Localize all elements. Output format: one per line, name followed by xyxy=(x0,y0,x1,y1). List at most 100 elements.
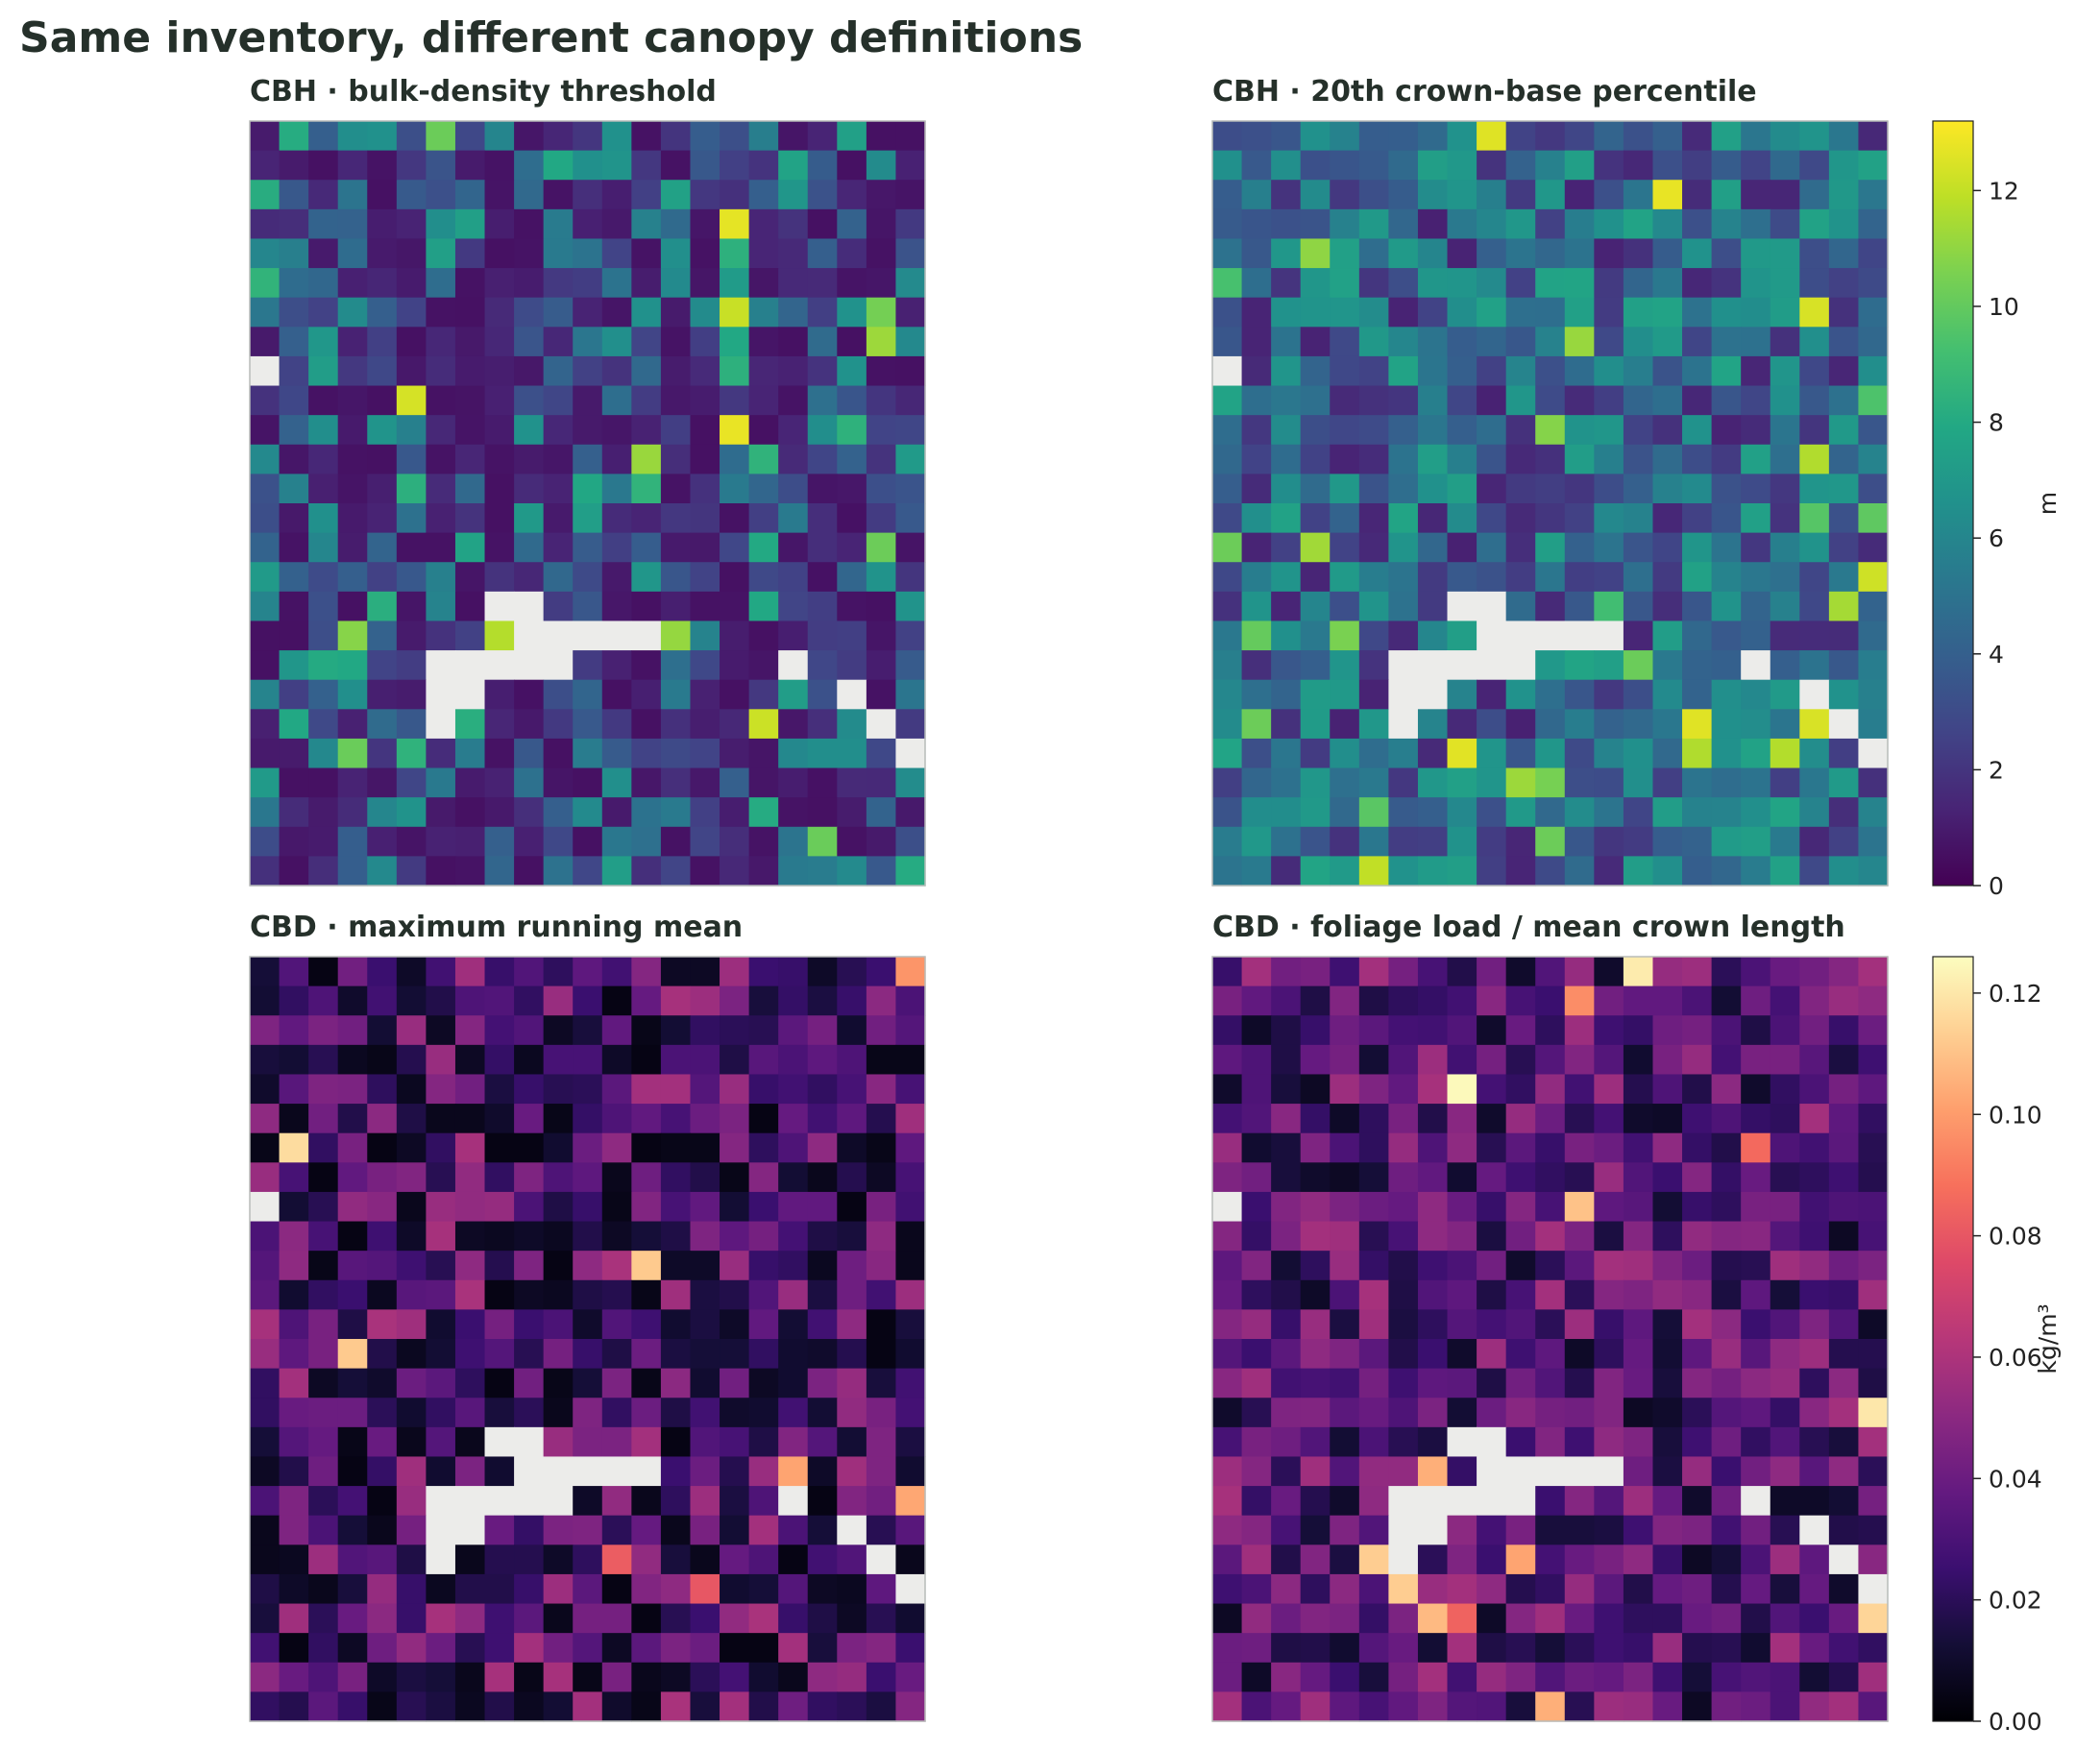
heatmap-cell xyxy=(1799,415,1830,446)
heatmap-cell xyxy=(601,738,632,769)
heatmap-cell xyxy=(250,444,281,474)
heatmap-cell xyxy=(1447,1339,1477,1370)
heatmap-cell xyxy=(1535,121,1566,152)
heatmap-cell xyxy=(1770,121,1800,152)
heatmap-cell xyxy=(1828,1162,1860,1193)
heatmap-cell xyxy=(1241,1015,1272,1046)
heatmap-cell xyxy=(601,1162,632,1193)
heatmap-cell xyxy=(367,208,398,240)
heatmap-cell xyxy=(807,650,838,681)
heatmap-cell xyxy=(367,180,398,210)
heatmap-cell xyxy=(1828,856,1860,887)
heatmap-cell xyxy=(514,1662,545,1692)
heatmap-cell xyxy=(601,1573,632,1605)
heatmap-cell xyxy=(367,562,398,593)
heatmap-cell xyxy=(337,1279,368,1310)
heatmap-cell xyxy=(1682,1456,1713,1487)
heatmap-cell xyxy=(514,297,545,328)
heatmap-cell xyxy=(837,1132,867,1163)
heatmap-cell xyxy=(1477,856,1507,887)
heatmap-cell xyxy=(1271,474,1302,504)
heatmap-cell xyxy=(1535,1456,1566,1487)
heatmap-cell xyxy=(1300,1691,1331,1722)
heatmap-cell xyxy=(895,121,926,152)
heatmap-cell xyxy=(1770,415,1800,446)
heatmap-cell xyxy=(1535,562,1566,593)
heatmap-cell xyxy=(660,1191,692,1223)
heatmap-cell xyxy=(1477,444,1507,474)
heatmap-cell xyxy=(1741,208,1771,240)
heatmap-cell xyxy=(1741,1426,1771,1458)
heatmap-cell xyxy=(1300,1279,1331,1310)
heatmap-cell xyxy=(1271,738,1302,769)
heatmap-cell xyxy=(1564,1456,1595,1487)
heatmap-cell xyxy=(543,1339,574,1370)
heatmap-cell xyxy=(720,620,750,651)
heatmap-cell xyxy=(308,1691,339,1722)
heatmap-cell xyxy=(1477,297,1507,328)
heatmap-cell xyxy=(1858,503,1889,534)
heatmap-cell xyxy=(308,268,339,299)
heatmap-cell xyxy=(1505,620,1536,651)
heatmap-cell xyxy=(1271,121,1302,152)
heatmap-cell xyxy=(748,1309,779,1340)
heatmap-cell xyxy=(1828,1251,1860,1281)
heatmap-cell xyxy=(426,1339,456,1370)
heatmap-cell xyxy=(514,208,545,240)
heatmap-cell xyxy=(1652,208,1683,240)
heatmap-cell xyxy=(1388,1426,1419,1458)
heatmap-cell xyxy=(1652,385,1683,416)
heatmap-cell xyxy=(1828,208,1860,240)
heatmap-cell xyxy=(778,767,809,798)
heatmap-cell xyxy=(1505,1074,1536,1105)
heatmap-cell xyxy=(1652,297,1683,328)
heatmap-cell xyxy=(367,767,398,798)
heatmap-cell xyxy=(1388,591,1419,622)
heatmap-cell xyxy=(1858,1633,1889,1664)
heatmap-cell xyxy=(1652,1339,1683,1370)
heatmap-cell xyxy=(778,532,809,563)
heatmap-cell xyxy=(250,1044,281,1076)
heatmap-cell xyxy=(720,1251,750,1281)
heatmap-cell xyxy=(748,208,779,240)
heatmap-cell xyxy=(1417,1633,1449,1664)
heatmap-cell xyxy=(484,1279,515,1310)
heatmap-cell xyxy=(690,1015,720,1046)
heatmap-cell xyxy=(1564,1486,1595,1517)
heatmap-cell xyxy=(1711,1251,1742,1281)
heatmap-cell xyxy=(396,1633,427,1664)
heatmap-cell xyxy=(337,268,368,299)
heatmap-cell xyxy=(337,856,368,887)
heatmap-cell xyxy=(866,415,897,446)
heatmap-cell xyxy=(1447,444,1477,474)
heatmap-cell xyxy=(1858,150,1889,181)
heatmap-cell xyxy=(367,957,398,987)
heatmap-cell xyxy=(1564,1074,1595,1105)
heatmap-cell xyxy=(250,1191,281,1223)
heatmap-cell xyxy=(690,1191,720,1223)
heatmap-cell xyxy=(1241,957,1272,987)
heatmap-cell xyxy=(895,1515,926,1545)
heatmap-cell xyxy=(484,1662,515,1692)
heatmap-cell xyxy=(778,1368,809,1398)
heatmap-cell xyxy=(807,327,838,357)
heatmap-cell xyxy=(1271,1104,1302,1134)
heatmap-cell xyxy=(573,562,603,593)
heatmap-cell xyxy=(807,1603,838,1634)
heatmap-cell xyxy=(1447,1279,1477,1310)
heatmap-cell xyxy=(337,1221,368,1252)
heatmap-cell xyxy=(1417,415,1449,446)
heatmap-cell xyxy=(1682,150,1713,181)
heatmap-cell xyxy=(1358,650,1389,681)
heatmap-cell xyxy=(396,1104,427,1134)
heatmap-cell xyxy=(837,355,867,387)
heatmap-cell xyxy=(1799,1044,1830,1076)
heatmap-cell xyxy=(279,1015,309,1046)
heatmap-cell xyxy=(1828,1456,1860,1487)
heatmap-cell xyxy=(1447,620,1477,651)
heatmap-cell xyxy=(250,1104,281,1134)
heatmap-cell xyxy=(895,355,926,387)
heatmap-cell xyxy=(1241,562,1272,593)
heatmap-cell xyxy=(573,474,603,504)
heatmap-cell xyxy=(1330,985,1360,1016)
